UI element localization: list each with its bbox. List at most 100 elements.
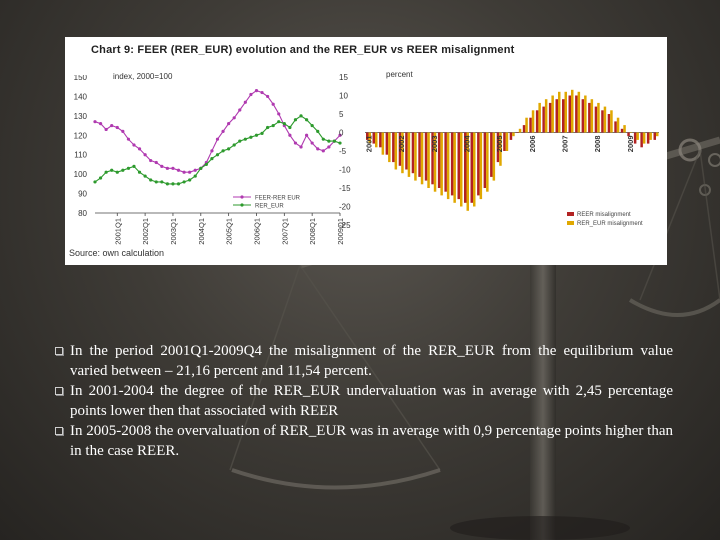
bar	[486, 132, 489, 192]
data-point	[165, 182, 169, 186]
data-point	[188, 170, 192, 174]
data-point	[310, 141, 314, 145]
x-tick-label: 2001Q1	[113, 218, 122, 245]
y-tick-label: 80	[78, 209, 87, 218]
bar	[575, 95, 578, 133]
bar	[558, 91, 561, 133]
bar	[531, 110, 535, 133]
bar	[379, 132, 382, 148]
data-point	[271, 123, 275, 128]
data-point	[204, 162, 208, 167]
bar	[529, 117, 532, 133]
legend-label: FEER-RER EUR	[255, 196, 301, 202]
data-point	[260, 131, 264, 135]
data-point	[110, 168, 114, 172]
chart-title: Chart 9: FEER (RER_EUR) evolution and th…	[91, 44, 515, 56]
bar	[568, 95, 571, 133]
legend-marker	[240, 195, 244, 199]
x-tick-label: 2003	[430, 136, 439, 153]
bar	[385, 132, 389, 155]
bar	[398, 132, 402, 166]
bar	[414, 132, 417, 181]
data-point	[249, 92, 253, 97]
legend-marker	[240, 203, 244, 207]
data-point	[110, 123, 114, 128]
bar	[444, 132, 447, 192]
data-point	[98, 122, 103, 126]
data-point	[176, 182, 181, 186]
bar	[473, 132, 476, 207]
data-point	[132, 164, 136, 168]
bar	[653, 132, 656, 140]
data-point	[221, 149, 225, 153]
bar	[627, 132, 630, 137]
chart-panel: Chart 9: FEER (RER_EUR) evolution and th…	[65, 37, 667, 265]
data-point	[293, 141, 298, 145]
bar	[594, 106, 598, 133]
data-point	[243, 100, 247, 104]
bullet-square-icon	[55, 347, 63, 355]
bullet-text: In 2001-2004 the degree of the RER_EUR u…	[70, 382, 673, 419]
data-point	[304, 133, 309, 137]
bar	[548, 102, 552, 133]
bar	[614, 121, 617, 133]
x-tick-label: 2002Q1	[141, 218, 150, 245]
data-point	[210, 157, 214, 161]
bar	[460, 132, 463, 207]
x-tick-label: 2001	[365, 136, 374, 153]
left-chart-ylabel: index, 2000=100	[113, 72, 173, 81]
bar	[564, 91, 567, 133]
data-point	[104, 127, 108, 132]
bar	[424, 132, 428, 181]
data-point	[188, 178, 192, 182]
bar	[503, 132, 506, 151]
bar	[516, 132, 519, 133]
data-point	[232, 116, 236, 120]
y-tick-label: -20	[339, 203, 351, 212]
bar	[366, 132, 369, 140]
data-point	[121, 168, 125, 172]
bar	[538, 102, 541, 133]
bar	[392, 132, 395, 163]
bar	[446, 132, 450, 200]
bar	[394, 132, 398, 170]
bar	[509, 132, 513, 140]
y-tick-label: 15	[339, 73, 348, 82]
y-tick-label: -15	[339, 184, 351, 193]
data-point	[143, 174, 147, 178]
data-point	[260, 90, 264, 95]
data-point	[121, 129, 125, 133]
data-point	[137, 170, 142, 174]
bar	[499, 132, 502, 166]
y-tick-label: -10	[339, 166, 351, 175]
data-point	[327, 145, 331, 149]
bar	[427, 132, 430, 188]
data-point	[154, 160, 158, 165]
right-chart-ylabel: percent	[386, 70, 413, 79]
data-point	[126, 137, 131, 141]
bar	[479, 132, 483, 200]
y-tick-label: 140	[74, 92, 88, 101]
bar	[453, 132, 456, 203]
data-point	[199, 166, 203, 170]
bullet-square-icon	[55, 426, 63, 435]
data-point	[288, 133, 292, 137]
bar	[590, 99, 594, 133]
bar	[562, 99, 565, 133]
data-point	[254, 133, 259, 137]
bar	[642, 132, 646, 144]
data-point	[193, 168, 197, 172]
data-point	[176, 168, 181, 172]
x-tick-label: 2009	[626, 136, 635, 153]
bullet-item: In 2005-2008 the overvaluation of RER_EU…	[55, 422, 673, 462]
bar	[405, 132, 408, 170]
bullet-item: In 2001-2004 the degree of the RER_EUR u…	[55, 382, 673, 422]
chart-source: Source: own calculation	[69, 248, 165, 258]
x-tick-label: 2005	[495, 136, 504, 153]
bar	[636, 132, 639, 140]
data-point	[249, 135, 253, 139]
bar	[388, 132, 391, 163]
bar	[372, 132, 375, 144]
bar	[620, 128, 624, 133]
